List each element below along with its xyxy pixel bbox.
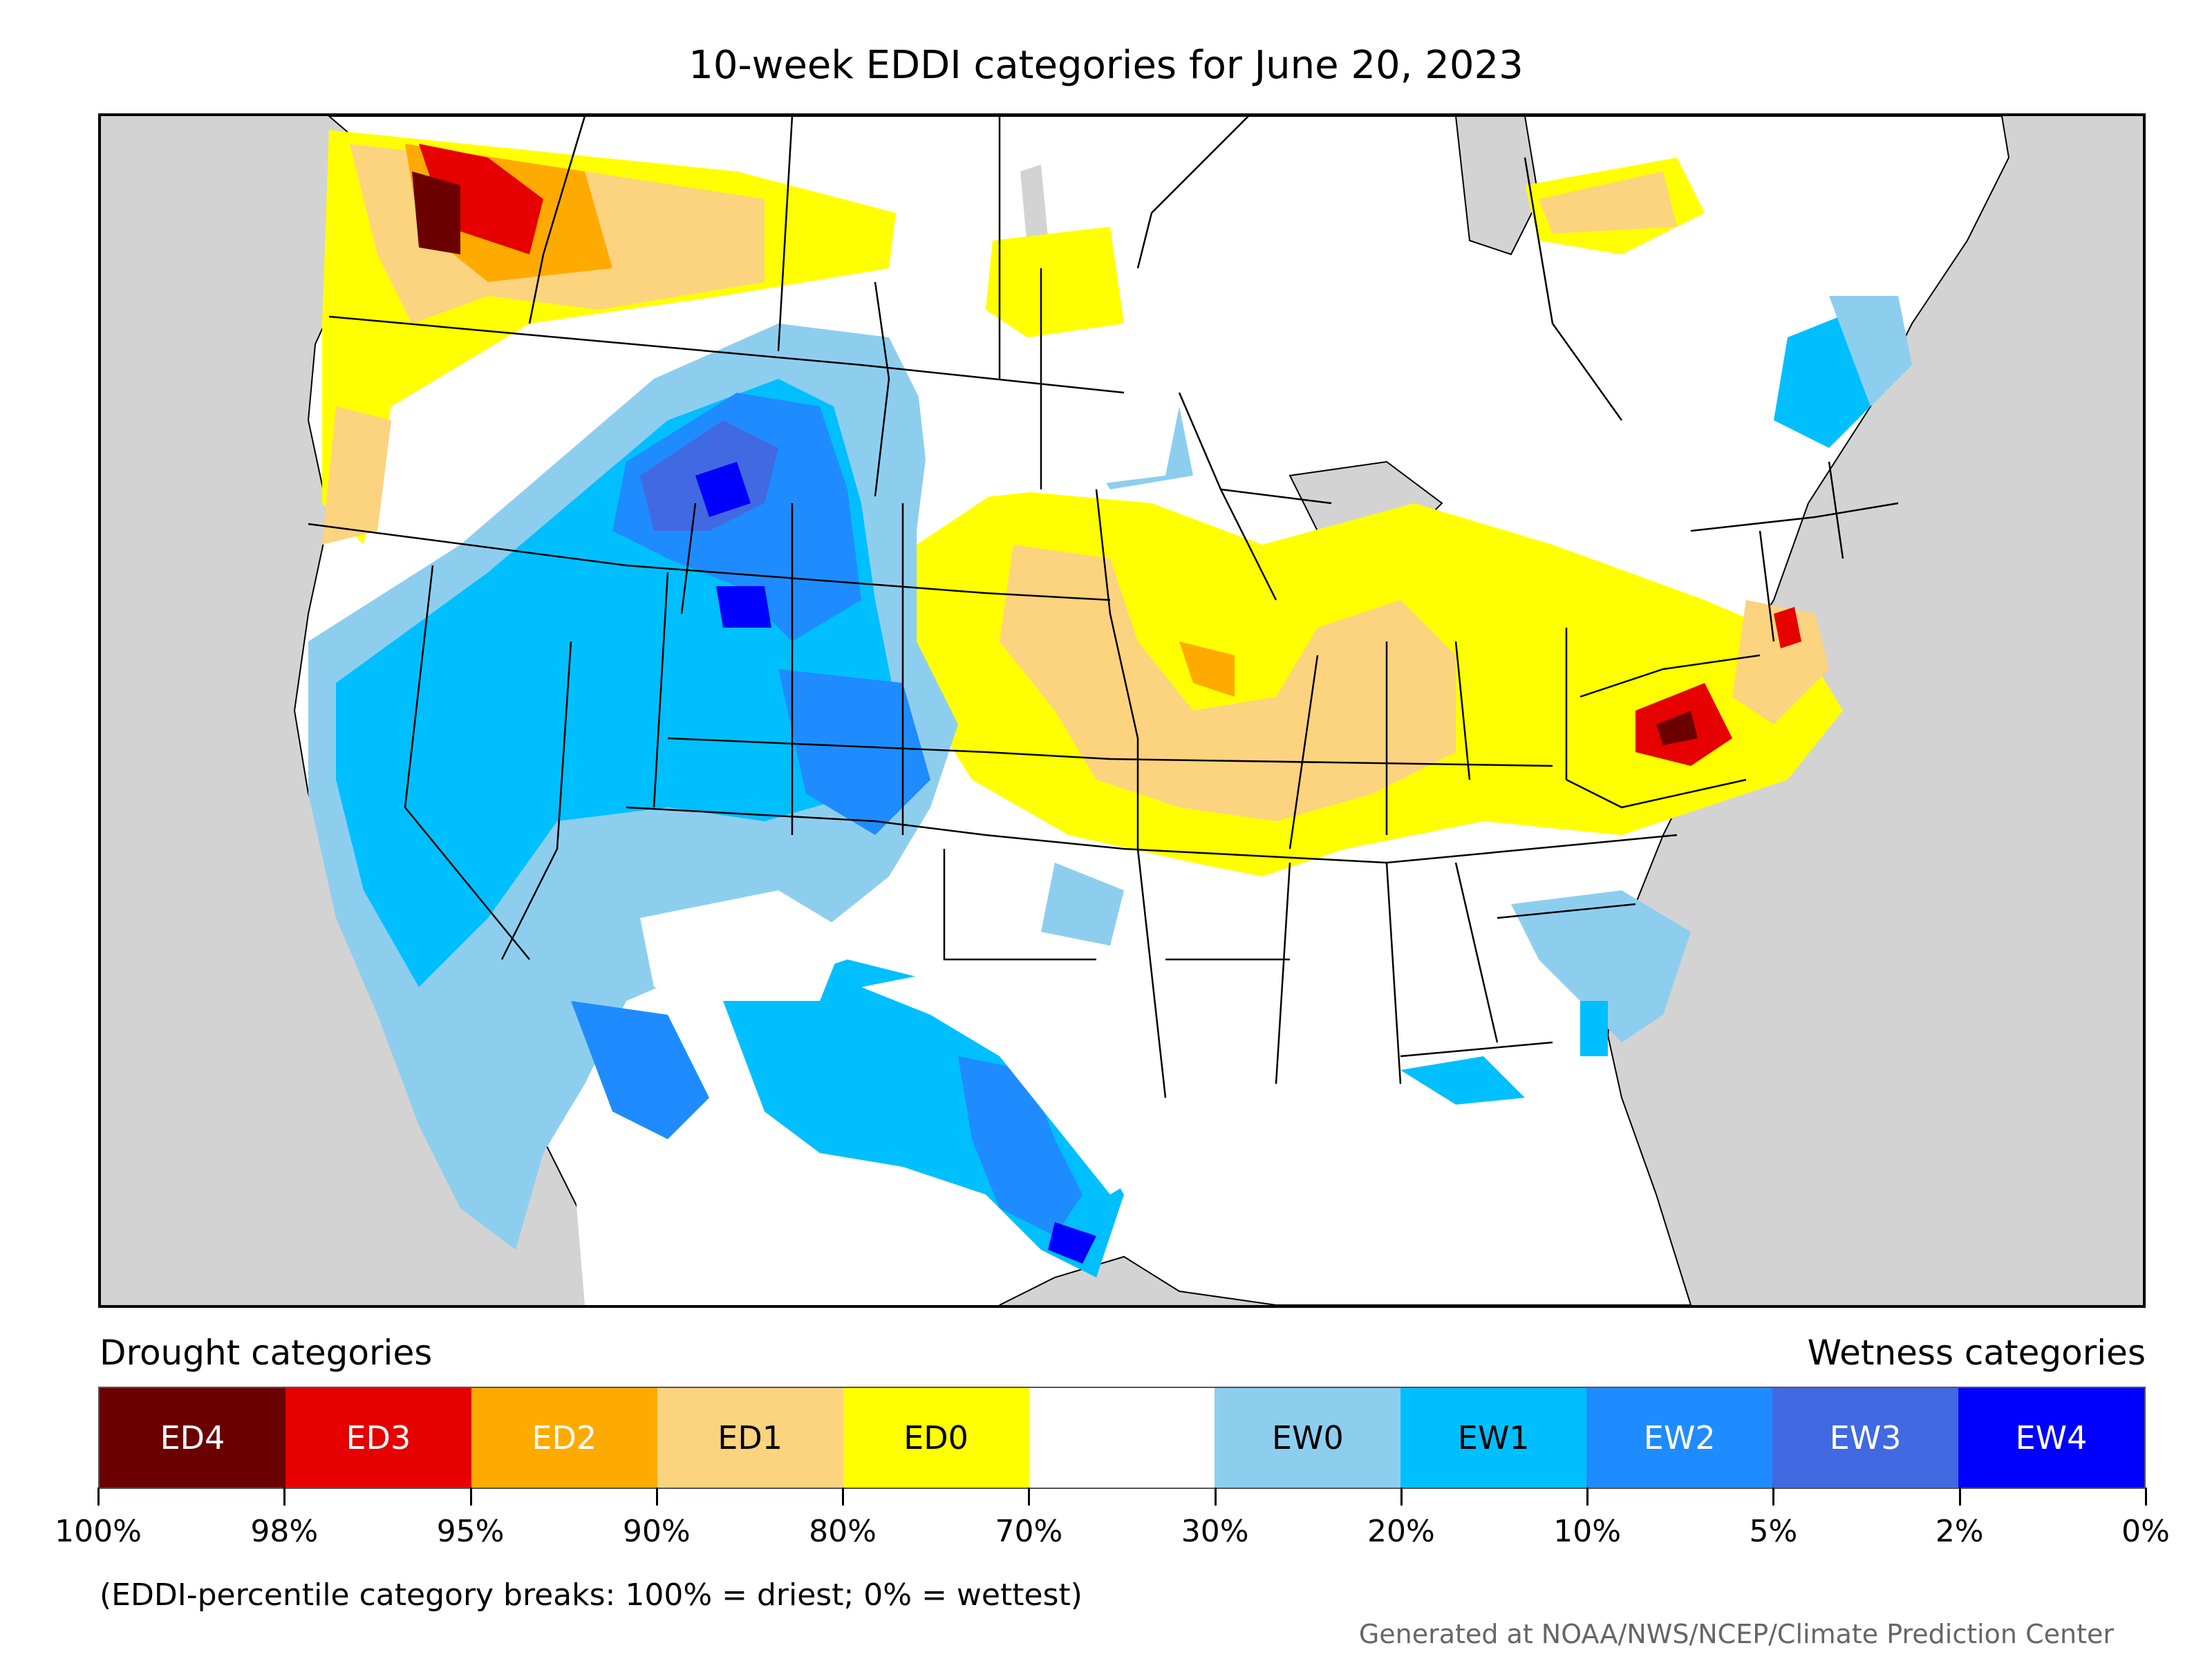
colorbar-tick (283, 1488, 286, 1506)
colorbar-tick (97, 1488, 100, 1506)
ew1-arizona (571, 1001, 709, 1139)
state-borders (308, 268, 1899, 1098)
white-texas (861, 959, 1221, 1194)
colorbar-tick (1958, 1488, 1961, 1506)
category-breaks-note: (EDDI-percentile category breaks: 100% =… (100, 1577, 1082, 1613)
colorbar-tick (2145, 1488, 2147, 1506)
colorbar-tick (1586, 1488, 1589, 1506)
colorbar-tick-label: 100% (55, 1514, 142, 1549)
ed1-canada-east (1539, 171, 1677, 234)
ed1-northeast (1732, 600, 1829, 724)
white-south (1179, 877, 1511, 1084)
legend-cell-ew3: EW3 (1772, 1388, 1959, 1488)
white-plains (917, 379, 1179, 503)
ew0-southeast (1511, 890, 1691, 1042)
legend-cell-ew2: EW2 (1586, 1388, 1773, 1488)
map-title: 10-week EDDI categories for June 20, 202… (688, 43, 1524, 88)
colorbar-ticks (97, 1488, 2147, 1507)
ed1-oregon (322, 406, 391, 545)
colorbar-tick-label: 10% (1553, 1514, 1622, 1549)
colorbar-tick-label: 0% (2121, 1514, 2170, 1549)
white-mexico-north (571, 1139, 1000, 1305)
ed2-iowa (1179, 641, 1235, 697)
canada-borders (528, 116, 1623, 421)
colorbar-tick-label: 2% (1935, 1514, 1984, 1549)
colorbar-tick-label: 98% (250, 1514, 319, 1549)
colorbar-tick (1400, 1488, 1403, 1506)
colorbar-tick-label: 20% (1367, 1514, 1435, 1549)
legend-cell-ed0: ED0 (843, 1388, 1029, 1488)
ew1-georgia (1580, 1001, 1608, 1056)
legend-cell-none (1029, 1388, 1215, 1488)
ew2-texas (958, 1056, 1082, 1236)
colorbar-tick-label: 5% (1749, 1514, 1798, 1549)
drought-categories-label: Drought categories (100, 1333, 433, 1373)
ed4-virginia (1656, 711, 1698, 745)
ew2-colorado (778, 669, 930, 835)
colorbar-tick-label: 90% (622, 1514, 691, 1549)
hudson-bay-edge (1454, 116, 1540, 256)
category-colorbar: ED4 ED3 ED2 ED1 ED0 EW0 EW1 EW2 EW3 EW4 (98, 1387, 2146, 1489)
ew0-gulf (1400, 1056, 1525, 1105)
legend-cell-ed2: ED2 (471, 1388, 657, 1488)
colorbar-tick-label: 70% (995, 1514, 1063, 1549)
colorbar-tick-label: 80% (809, 1514, 877, 1549)
legend-cell-ed4: ED4 (100, 1388, 285, 1488)
colorbar-tick (842, 1488, 845, 1506)
colorbar-tick (1028, 1488, 1031, 1506)
ed3-nj (1774, 607, 1801, 648)
credit-line: Generated at NOAA/NWS/NCEP/Climate Predi… (1358, 1619, 2114, 1649)
white-southwest (640, 890, 847, 1001)
ew0-maine (1829, 296, 1912, 406)
legend-cell-ew1: EW1 (1400, 1388, 1587, 1488)
legend-cell-ed3: ED3 (285, 1388, 471, 1488)
wetness-categories-label: Wetness categories (1807, 1333, 2146, 1373)
ed1-midwest (1000, 545, 1456, 821)
colorbar-tick-label: 30% (1181, 1514, 1249, 1549)
ed0-manitoba (986, 227, 1124, 337)
legend-cell-ed1: ED1 (657, 1388, 843, 1488)
colorbar-tick (469, 1488, 472, 1506)
ew4-colorado (716, 586, 771, 628)
ew0-nc-plains (1041, 863, 1124, 946)
ed4-northwest (412, 171, 460, 254)
colorbar-tick (1772, 1488, 1775, 1506)
legend-cell-ew4: EW4 (1958, 1388, 2144, 1488)
colorbar-tick-label: 95% (436, 1514, 505, 1549)
eddi-map (98, 113, 2146, 1308)
colorbar-tick (655, 1488, 658, 1506)
legend-cell-ew0: EW0 (1215, 1388, 1401, 1488)
ew4-wyoming (695, 462, 751, 517)
colorbar-tick (1214, 1488, 1217, 1506)
ew4-texas-coast (1048, 1222, 1096, 1264)
